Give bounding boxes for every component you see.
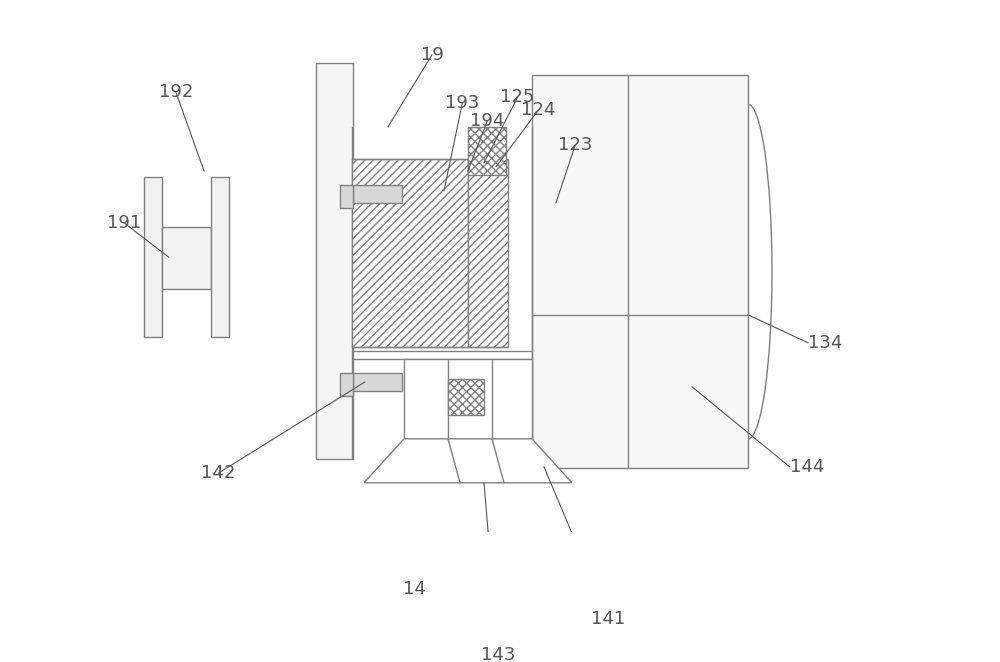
Bar bbox=[448, 379, 484, 415]
Text: 123: 123 bbox=[558, 136, 592, 154]
Text: 144: 144 bbox=[790, 458, 824, 476]
Bar bbox=[404, 359, 532, 439]
Text: 19: 19 bbox=[421, 46, 443, 64]
Bar bbox=[353, 373, 402, 391]
Text: 192: 192 bbox=[159, 83, 193, 101]
Text: 134: 134 bbox=[808, 334, 842, 352]
Bar bbox=[211, 177, 229, 337]
Text: 194: 194 bbox=[470, 112, 504, 130]
Text: 143: 143 bbox=[481, 646, 516, 662]
Bar bbox=[532, 75, 748, 469]
Text: 142: 142 bbox=[201, 464, 236, 482]
Text: 124: 124 bbox=[521, 101, 556, 119]
Bar bbox=[468, 159, 508, 347]
Text: 125: 125 bbox=[500, 88, 535, 106]
Text: 14: 14 bbox=[403, 580, 426, 598]
Text: 141: 141 bbox=[591, 610, 625, 628]
Bar bbox=[352, 159, 468, 347]
Bar bbox=[316, 63, 353, 459]
Text: 193: 193 bbox=[445, 94, 480, 112]
Bar bbox=[340, 185, 353, 208]
Bar bbox=[468, 127, 506, 175]
Bar bbox=[353, 185, 402, 203]
Bar bbox=[340, 373, 353, 396]
Polygon shape bbox=[364, 439, 572, 483]
Bar bbox=[162, 227, 211, 289]
Text: 191: 191 bbox=[107, 214, 141, 232]
Bar bbox=[144, 177, 162, 337]
